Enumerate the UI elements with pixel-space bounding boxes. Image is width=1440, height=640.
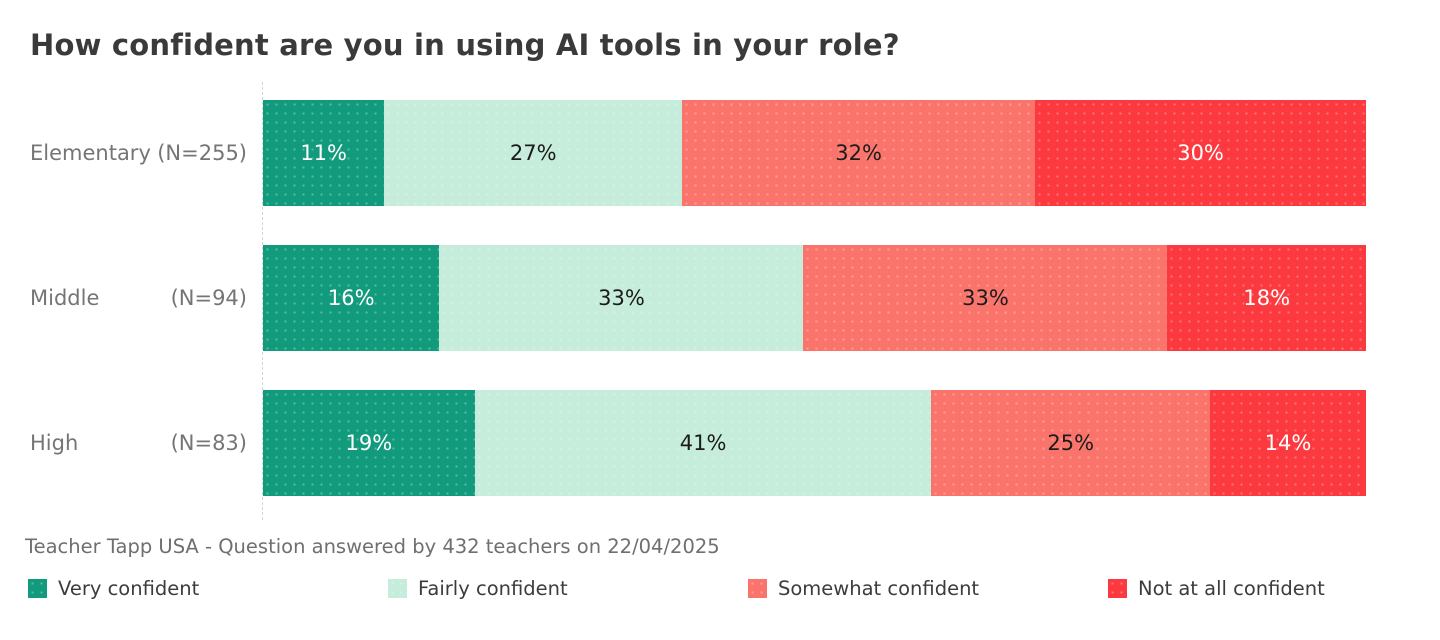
bar-segment: 19% bbox=[263, 390, 475, 496]
stacked-bar: 11% 27% 32% 30% bbox=[263, 100, 1366, 206]
legend-item: Fairly confident bbox=[360, 577, 720, 600]
category-label: High (N=83) bbox=[0, 431, 263, 455]
bar-segment: 14% bbox=[1210, 390, 1366, 496]
chart-title: How confident are you in using AI tools … bbox=[30, 28, 900, 62]
category-label: Elementary (N=255) bbox=[0, 141, 263, 165]
bar-segment: 33% bbox=[439, 245, 804, 351]
bar-segment: 30% bbox=[1035, 100, 1366, 206]
bar-segment: 11% bbox=[263, 100, 385, 206]
bar-segment: 33% bbox=[803, 245, 1168, 351]
category-count: (N=94) bbox=[170, 286, 247, 310]
category-name: Middle bbox=[30, 286, 100, 310]
legend-item: Somewhat confident bbox=[720, 577, 1080, 600]
bar-segment: 41% bbox=[474, 390, 932, 496]
chart-row: Elementary (N=255) 11% 27% 32% 30% bbox=[0, 100, 1366, 206]
legend-label: Fairly confident bbox=[418, 577, 568, 600]
source-note: Teacher Tapp USA - Question answered by … bbox=[25, 535, 720, 558]
legend-swatch bbox=[28, 579, 47, 598]
category-name: High bbox=[30, 431, 79, 455]
stacked-bar-chart: Elementary (N=255) 11% 27% 32% 30% Middle (N=94… bbox=[0, 100, 1366, 496]
category-label: Middle (N=94) bbox=[0, 286, 263, 310]
bar-segment: 27% bbox=[384, 100, 683, 206]
legend-label: Somewhat confident bbox=[778, 577, 980, 600]
bar-segment: 16% bbox=[263, 245, 440, 351]
chart-row: High (N=83) 19% 41% 25% 14% bbox=[0, 390, 1366, 496]
category-name: Elementary bbox=[30, 141, 151, 165]
bar-segment: 25% bbox=[931, 390, 1211, 496]
bar-segment: 32% bbox=[682, 100, 1036, 206]
category-count: (N=255) bbox=[157, 141, 247, 165]
legend-item: Very confident bbox=[0, 577, 360, 600]
legend-swatch bbox=[1108, 579, 1127, 598]
chart-row: Middle (N=94) 16% 33% 33% 18% bbox=[0, 245, 1366, 351]
legend-swatch bbox=[748, 579, 767, 598]
stacked-bar: 16% 33% 33% 18% bbox=[263, 245, 1366, 351]
legend-swatch bbox=[388, 579, 407, 598]
legend-label: Very confident bbox=[58, 577, 200, 600]
category-axis-line bbox=[262, 82, 263, 520]
stacked-bar: 19% 41% 25% 14% bbox=[263, 390, 1366, 496]
legend-label: Not at all confident bbox=[1138, 577, 1325, 600]
legend: Very confident Fairly confident Somewhat c… bbox=[0, 577, 1440, 600]
category-count: (N=83) bbox=[170, 431, 247, 455]
bar-segment: 18% bbox=[1167, 245, 1366, 351]
legend-item: Not at all confident bbox=[1080, 577, 1440, 600]
